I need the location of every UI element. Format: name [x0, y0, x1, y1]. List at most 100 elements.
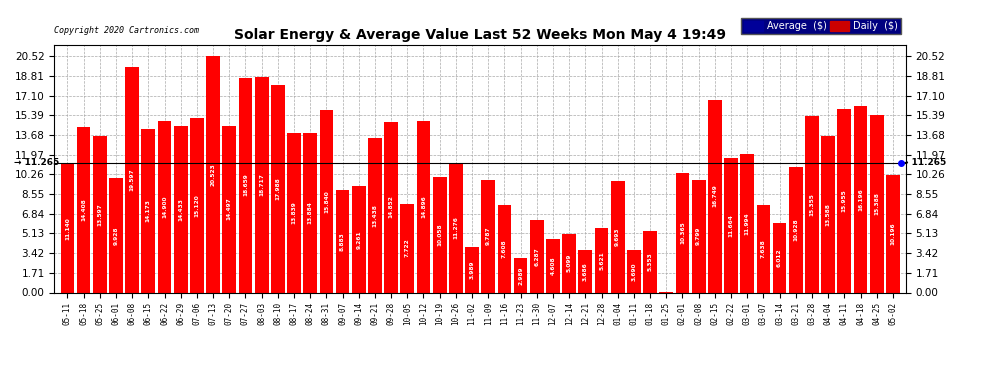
Text: 9.787: 9.787: [486, 227, 491, 246]
Text: 10.365: 10.365: [680, 222, 685, 244]
Text: 14.896: 14.896: [421, 195, 426, 218]
Text: 14.900: 14.900: [162, 195, 167, 218]
Text: 13.884: 13.884: [308, 201, 313, 224]
Text: 10.058: 10.058: [438, 223, 443, 246]
Bar: [287, 133, 301, 292]
Text: → 11.265: → 11.265: [901, 158, 946, 167]
Text: 17.988: 17.988: [275, 178, 280, 200]
Bar: [157, 121, 171, 292]
Text: 15.955: 15.955: [842, 189, 846, 212]
Bar: [126, 67, 139, 292]
Bar: [481, 180, 495, 292]
Text: 15.388: 15.388: [874, 192, 879, 215]
Text: 15.120: 15.120: [194, 194, 199, 217]
Bar: [449, 163, 462, 292]
Text: 9.693: 9.693: [615, 228, 620, 246]
Bar: [578, 250, 592, 292]
Text: 13.588: 13.588: [826, 203, 831, 226]
Text: → 11.265: → 11.265: [14, 158, 59, 167]
Bar: [465, 247, 479, 292]
Bar: [805, 116, 819, 292]
Text: 16.749: 16.749: [713, 185, 718, 207]
Bar: [433, 177, 446, 292]
Text: 16.196: 16.196: [858, 188, 863, 211]
Bar: [320, 110, 334, 292]
Text: 11.276: 11.276: [453, 216, 458, 239]
Text: 14.408: 14.408: [81, 198, 86, 221]
Text: 13.597: 13.597: [97, 203, 102, 226]
Text: 8.883: 8.883: [341, 232, 346, 251]
Bar: [498, 205, 511, 292]
Bar: [60, 164, 74, 292]
Text: 11.140: 11.140: [65, 217, 70, 240]
Text: 7.722: 7.722: [405, 238, 410, 257]
Bar: [206, 56, 220, 292]
Bar: [853, 106, 867, 292]
Bar: [870, 116, 884, 292]
Bar: [368, 138, 382, 292]
Bar: [239, 78, 252, 292]
Text: 5.099: 5.099: [566, 254, 571, 272]
Bar: [627, 250, 641, 292]
Bar: [76, 127, 90, 292]
Text: 5.353: 5.353: [647, 252, 652, 271]
Text: 3.686: 3.686: [583, 262, 588, 280]
Bar: [773, 223, 786, 292]
Bar: [336, 190, 349, 292]
Text: 19.597: 19.597: [130, 168, 135, 191]
Text: 18.659: 18.659: [243, 174, 248, 196]
Bar: [174, 126, 187, 292]
Text: 11.664: 11.664: [729, 214, 734, 237]
Bar: [109, 178, 123, 292]
Text: 9.261: 9.261: [356, 230, 361, 249]
Bar: [838, 109, 851, 292]
Bar: [190, 118, 204, 292]
Bar: [822, 136, 835, 292]
Text: 3.989: 3.989: [469, 260, 474, 279]
Text: 7.608: 7.608: [502, 239, 507, 258]
Bar: [351, 186, 365, 292]
Text: 6.012: 6.012: [777, 249, 782, 267]
Text: 4.608: 4.608: [550, 256, 555, 275]
Text: 6.287: 6.287: [535, 247, 540, 266]
Bar: [644, 231, 657, 292]
Bar: [756, 205, 770, 292]
Text: 2.989: 2.989: [518, 266, 523, 285]
Legend: Average  ($), Daily  ($): Average ($), Daily ($): [741, 18, 901, 34]
Text: 3.690: 3.690: [632, 262, 637, 280]
Text: 14.852: 14.852: [389, 196, 394, 219]
Bar: [789, 167, 803, 292]
Bar: [886, 175, 900, 292]
Text: 10.196: 10.196: [890, 222, 895, 245]
Bar: [530, 220, 544, 292]
Bar: [741, 154, 754, 292]
Bar: [708, 100, 722, 292]
Title: Solar Energy & Average Value Last 52 Weeks Mon May 4 19:49: Solar Energy & Average Value Last 52 Wee…: [235, 28, 726, 42]
Bar: [93, 136, 107, 292]
Bar: [271, 86, 285, 292]
Bar: [254, 77, 268, 292]
Bar: [692, 180, 706, 292]
Text: 14.173: 14.173: [146, 200, 150, 222]
Bar: [142, 129, 155, 292]
Bar: [223, 126, 237, 292]
Text: 10.928: 10.928: [793, 218, 798, 241]
Text: 9.799: 9.799: [696, 227, 701, 245]
Bar: [400, 204, 414, 292]
Text: 15.840: 15.840: [324, 190, 329, 213]
Text: 13.839: 13.839: [291, 201, 297, 224]
Text: 14.497: 14.497: [227, 198, 232, 220]
Bar: [562, 234, 576, 292]
Text: 11.994: 11.994: [744, 212, 749, 235]
Bar: [303, 133, 317, 292]
Bar: [724, 158, 738, 292]
Text: 5.621: 5.621: [599, 251, 604, 270]
Text: 13.438: 13.438: [372, 204, 377, 226]
Bar: [546, 240, 560, 292]
Text: 20.523: 20.523: [211, 163, 216, 186]
Bar: [595, 228, 609, 292]
Bar: [675, 173, 689, 292]
Text: 9.928: 9.928: [114, 226, 119, 245]
Bar: [384, 122, 398, 292]
Text: Copyright 2020 Cartronics.com: Copyright 2020 Cartronics.com: [54, 26, 199, 35]
